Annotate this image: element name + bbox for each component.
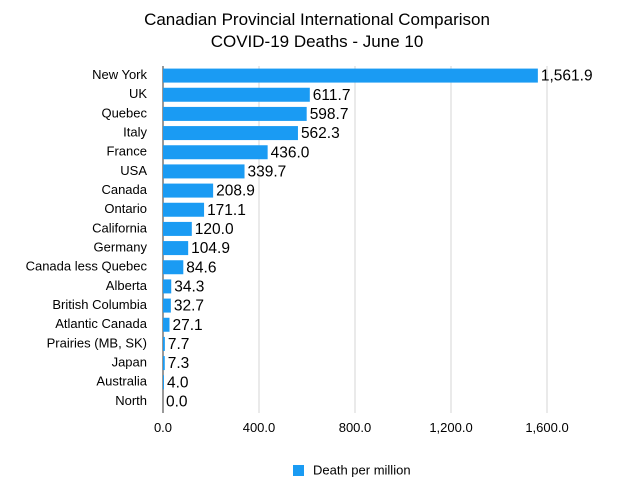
value-label: 120.0 [195, 221, 234, 238]
bar [163, 356, 165, 371]
category-label: New York [92, 67, 147, 82]
bar-series: New York 1,561.9 UK 611.7 Quebec 598.7 Italy 56… [26, 67, 593, 410]
chart-title: Canadian Provincial International Compar… [144, 10, 490, 29]
legend-label: Death per million [313, 462, 411, 477]
category-label: UK [129, 86, 147, 101]
category-label: Atlantic Canada [55, 316, 148, 331]
value-label: 611.7 [313, 87, 351, 104]
x-tick-label: 0.0 [154, 420, 172, 435]
category-label: North [115, 393, 147, 408]
category-label: Alberta [106, 278, 148, 293]
category-label: Canada less Quebec [26, 259, 148, 274]
x-axis: 0.0 400.0 800.0 1,200.0 1,600.0 [154, 420, 569, 435]
x-tick-label: 800.0 [339, 420, 372, 435]
bar [163, 336, 165, 351]
value-label: 104.9 [191, 240, 230, 257]
category-label: Italy [123, 125, 147, 140]
value-label: 436.0 [271, 144, 310, 161]
value-label: 171.1 [207, 202, 246, 219]
bar [163, 317, 170, 332]
bar [163, 68, 538, 83]
category-label: Prairies (MB, SK) [47, 335, 147, 350]
bar [163, 241, 189, 256]
bar [163, 202, 205, 217]
x-tick-label: 1,600.0 [525, 420, 568, 435]
value-label: 27.1 [173, 317, 203, 334]
bar [163, 183, 214, 198]
category-label: Germany [94, 240, 148, 255]
bar [163, 145, 268, 160]
value-label: 4.0 [167, 374, 189, 391]
chart-subtitle: COVID-19 Deaths - June 10 [211, 32, 424, 51]
value-label: 84.6 [186, 259, 216, 276]
gridlines [162, 66, 548, 413]
category-label: Quebec [101, 105, 147, 120]
bar [163, 164, 245, 179]
value-label: 1,561.9 [541, 68, 593, 85]
bar [163, 221, 192, 236]
value-label: 7.7 [168, 336, 190, 353]
category-label: France [107, 144, 147, 159]
category-label: California [92, 220, 148, 235]
value-label: 208.9 [216, 183, 255, 200]
value-label: 32.7 [174, 298, 204, 315]
value-label: 562.3 [301, 125, 340, 142]
bar [163, 279, 172, 294]
bar [163, 298, 171, 313]
value-label: 34.3 [174, 279, 204, 296]
bar [163, 87, 310, 102]
x-tick-label: 1,200.0 [429, 420, 472, 435]
bar [163, 375, 164, 390]
bar [163, 126, 298, 141]
category-label: Australia [96, 374, 147, 389]
category-label: British Columbia [52, 297, 147, 312]
legend-swatch [293, 465, 304, 476]
bar [163, 106, 307, 121]
value-label: 339.7 [248, 164, 287, 181]
category-label: Ontario [104, 201, 147, 216]
value-label: 598.7 [310, 106, 349, 123]
value-label: 0.0 [166, 394, 188, 411]
value-label: 7.3 [168, 355, 190, 372]
category-label: USA [120, 163, 147, 178]
category-label: Canada [101, 182, 147, 197]
category-label: Japan [112, 355, 147, 370]
bar [163, 260, 184, 275]
legend: Death per million [293, 462, 411, 477]
x-tick-label: 400.0 [243, 420, 276, 435]
